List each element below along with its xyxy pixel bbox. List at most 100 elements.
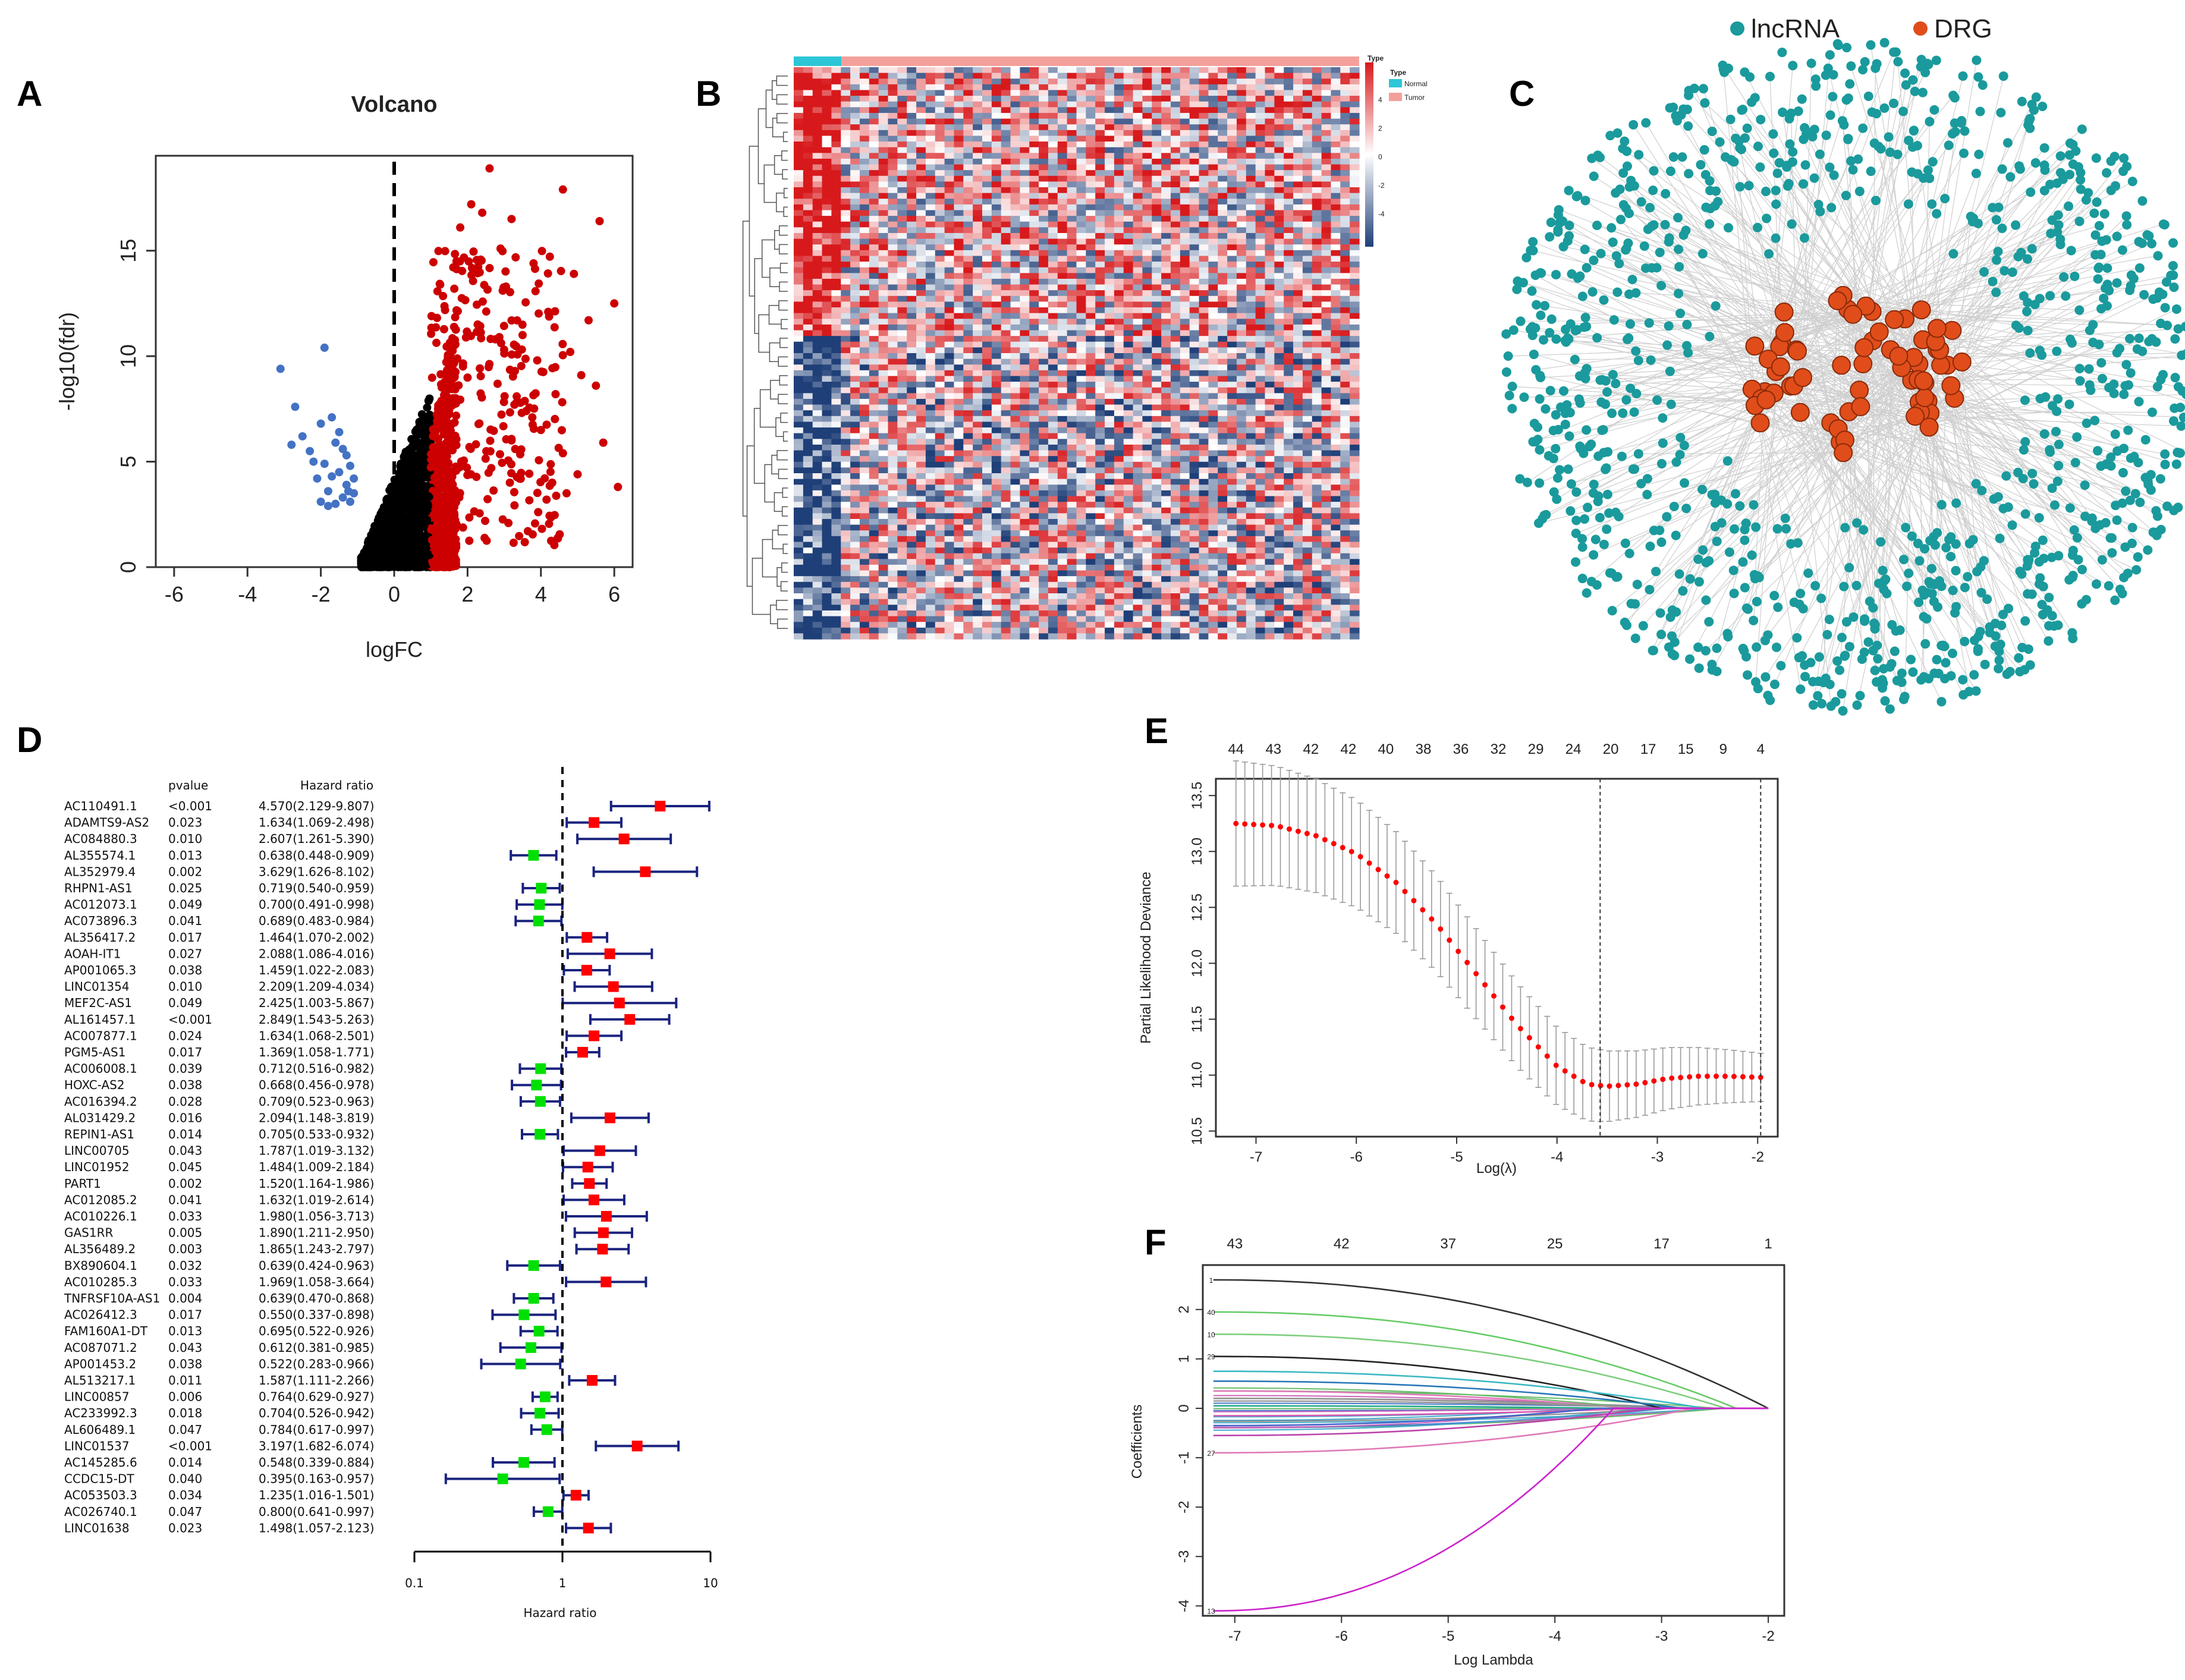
volcano-point-down bbox=[338, 493, 347, 502]
volcano-point-up bbox=[577, 371, 586, 380]
forest-pvalue: 0.025 bbox=[168, 881, 202, 895]
forest-hr-marker bbox=[589, 817, 600, 828]
volcano-point-down bbox=[306, 446, 315, 455]
cv-point bbox=[1740, 1074, 1746, 1080]
coef-path-label: 1 bbox=[1209, 1276, 1213, 1285]
cv-point bbox=[1331, 841, 1337, 847]
volcano-point-up bbox=[467, 200, 476, 209]
forest-hr-marker bbox=[582, 1162, 593, 1173]
forest-hr-marker bbox=[581, 932, 593, 943]
forest-gene-label: AC012073.1 bbox=[64, 898, 137, 912]
forest-hr-text: 1.484(1.009-2.184) bbox=[259, 1160, 375, 1174]
forest-gene-label: REPIN1-AS1 bbox=[64, 1127, 134, 1141]
volcano-point-down bbox=[345, 461, 354, 470]
cv-point bbox=[1455, 948, 1461, 954]
cv-point bbox=[1313, 833, 1319, 839]
panel-label-f: F bbox=[1145, 1222, 1167, 1262]
volcano-point-down bbox=[309, 457, 318, 466]
forest-hr-text: 1.865(1.243-2.797) bbox=[259, 1242, 375, 1256]
volcano-point-up bbox=[592, 381, 601, 390]
forest-pvalue: 0.032 bbox=[168, 1259, 202, 1273]
forest-pvalue: 0.034 bbox=[168, 1488, 202, 1502]
forest-hr-text: 0.522(0.283-0.966) bbox=[259, 1357, 375, 1371]
cv-point bbox=[1553, 1062, 1559, 1068]
coef-y-tick-label: -3 bbox=[1176, 1550, 1192, 1563]
cv-point bbox=[1642, 1080, 1648, 1086]
cv-point bbox=[1571, 1073, 1577, 1079]
forest-pvalue: 0.041 bbox=[168, 914, 202, 928]
forest-pvalue: 0.023 bbox=[168, 816, 202, 830]
panel-label-b: B bbox=[696, 74, 721, 114]
forest-pvalue: 0.018 bbox=[168, 1406, 202, 1420]
cv-x-tick-label: -5 bbox=[1450, 1149, 1463, 1165]
cv-point bbox=[1589, 1081, 1595, 1087]
forest-hr-marker bbox=[570, 1490, 581, 1501]
forest-hr-text: 0.695(0.522-0.926) bbox=[259, 1324, 375, 1338]
forest-hr-text: 0.719(0.540-0.959) bbox=[259, 881, 375, 895]
forest-hr-marker bbox=[533, 915, 544, 927]
forest-gene-label: AC145285.6 bbox=[64, 1455, 137, 1470]
forest-hr-marker bbox=[535, 1063, 546, 1074]
forest-hr-text: 4.570(2.129-9.807) bbox=[259, 799, 375, 813]
forest-gene-label: MEF2C-AS1 bbox=[64, 996, 132, 1010]
cv-point bbox=[1375, 867, 1381, 873]
forest-gene-label: LINC01537 bbox=[64, 1439, 130, 1453]
coef-path-label: 27 bbox=[1207, 1449, 1215, 1458]
forest-hr-text: 1.634(1.068-2.501) bbox=[259, 1028, 375, 1043]
cv-point bbox=[1411, 898, 1417, 904]
volcano-point-up bbox=[558, 449, 567, 458]
cv-point bbox=[1429, 916, 1435, 922]
heatmap-tumor-annotation bbox=[841, 56, 1359, 66]
coef-path bbox=[1213, 1407, 1769, 1436]
forest-hr-text: 0.639(0.470-0.868) bbox=[259, 1291, 375, 1305]
forest-gene-label: ADAMTS9-AS2 bbox=[64, 816, 149, 830]
heatmap-legend-tumor-swatch bbox=[1389, 93, 1402, 101]
forest-hr-text: 0.800(0.641-0.997) bbox=[259, 1505, 375, 1519]
forest-hr-marker bbox=[528, 1293, 539, 1304]
coef-path-label: 13 bbox=[1207, 1607, 1215, 1616]
volcano-point-up bbox=[456, 223, 465, 232]
volcano-x-tick-label: 0 bbox=[388, 582, 400, 606]
forest-hr-marker bbox=[597, 1244, 608, 1255]
forest-hr-text: 0.548(0.339-0.884) bbox=[259, 1455, 375, 1470]
cv-point bbox=[1508, 1015, 1514, 1021]
forest-gene-label: AL031429.2 bbox=[64, 1110, 136, 1125]
forest-gene-label: PGM5-AS1 bbox=[64, 1045, 125, 1059]
forest-x-tick-label: 1 bbox=[559, 1576, 567, 1590]
forest-hr-text: 2.088(1.086-4.016) bbox=[259, 946, 375, 961]
cv-top-tick-label: 42 bbox=[1341, 741, 1357, 757]
volcano-point-up bbox=[507, 215, 516, 224]
volcano-point-up bbox=[522, 407, 531, 416]
cv-point bbox=[1517, 1025, 1523, 1031]
forest-hr-marker bbox=[535, 1096, 546, 1107]
heatmap-legend-tumor: Tumor bbox=[1404, 93, 1425, 102]
forest-gene-label: AP001453.2 bbox=[64, 1357, 136, 1371]
volcano-point-up bbox=[610, 299, 619, 308]
cv-ylabel: Partial Likelihood Deviance bbox=[1138, 872, 1154, 1044]
forest-pvalue: 0.040 bbox=[168, 1472, 202, 1486]
forest-gene-label: LINC01952 bbox=[64, 1160, 130, 1174]
coef-y-tick-label: 2 bbox=[1176, 1305, 1192, 1313]
forest-hr-marker bbox=[518, 1457, 529, 1468]
forest-hr-text: 0.668(0.456-0.978) bbox=[259, 1078, 375, 1092]
forest-hr-marker bbox=[525, 1342, 536, 1353]
forest-hr-marker bbox=[539, 1391, 551, 1402]
forest-hr-text: 2.607(1.261-5.390) bbox=[259, 832, 375, 846]
panel-label-e: E bbox=[1145, 711, 1168, 751]
cv-point bbox=[1473, 971, 1479, 977]
forest-pvalue: 0.014 bbox=[168, 1127, 202, 1141]
volcano-point-down bbox=[342, 480, 351, 489]
volcano-point-down bbox=[331, 499, 340, 508]
cv-point bbox=[1242, 821, 1248, 827]
volcano-point-down bbox=[338, 445, 347, 454]
forest-pvalue: 0.038 bbox=[168, 1357, 202, 1371]
forest-hr-marker bbox=[640, 866, 651, 877]
forest-pvalue: 0.047 bbox=[168, 1423, 202, 1437]
cv-y-tick-label: 11.5 bbox=[1189, 1006, 1205, 1033]
volcano-x-tick-label: 4 bbox=[535, 582, 547, 606]
coef-y-tick-label: 1 bbox=[1176, 1355, 1192, 1363]
volcano-point-down bbox=[328, 413, 337, 422]
volcano-plot: Volcano logFC -log10(fdr) -6 -4 -2 0 2 4 6 0 5 10… bbox=[55, 92, 634, 662]
coef-path bbox=[1213, 1333, 1769, 1410]
cv-y-tick-label: 12.5 bbox=[1189, 894, 1205, 921]
